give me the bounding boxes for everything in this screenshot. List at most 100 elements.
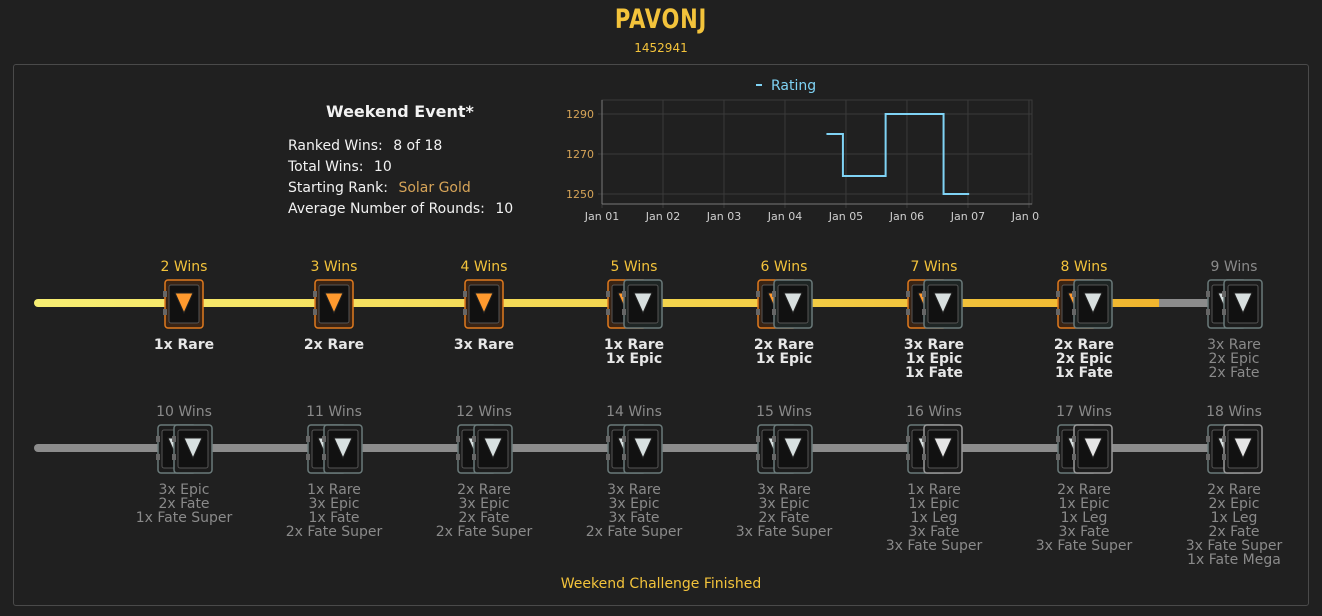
stat-label: Average Number of Rounds: xyxy=(288,201,485,217)
reward-line: 3x Fate Super xyxy=(735,524,833,540)
reward-line: 3x Fate xyxy=(1058,524,1110,540)
milestone-wins-label: 16 Wins xyxy=(906,404,962,420)
stat-label: Starting Rank: xyxy=(288,180,388,196)
x-tick-label: Jan 05 xyxy=(828,210,863,223)
reward-line: 1x Rare xyxy=(907,482,961,498)
stat-value: 8 of 18 xyxy=(393,138,443,154)
reward-crate-icon xyxy=(1204,277,1264,331)
x-tick-label: Jan 02 xyxy=(645,210,680,223)
reward-crate-icon xyxy=(154,277,214,331)
reward-line: 1x Fate Super xyxy=(135,510,233,526)
reward-list: 3x Epic 2x Fate 1x Fate Super xyxy=(104,483,264,525)
reward-list: 3x Rare xyxy=(404,338,564,352)
x-tick-label: Jan 04 xyxy=(767,210,802,223)
milestone-wins-label: 18 Wins xyxy=(1206,404,1262,420)
reward-line: 1x Epic xyxy=(905,351,963,367)
milestone-wins-label: 14 Wins xyxy=(606,404,662,420)
reward-list: 1x Rare 3x Epic 1x Fate 2x Fate Super xyxy=(254,483,414,539)
reward-line: 1x Leg xyxy=(1210,510,1258,526)
stat-total-wins: Total Wins: 10 xyxy=(288,157,513,178)
reward-crate-icon xyxy=(1054,422,1114,476)
y-tick-label: 1270 xyxy=(566,148,594,161)
reward-line: 2x Fate Super xyxy=(285,524,383,540)
x-tick-label: Jan 08 xyxy=(1011,210,1040,223)
reward-line: 1x Rare xyxy=(603,337,665,353)
reward-crate-icon xyxy=(304,422,364,476)
reward-line: 1x Rare xyxy=(153,337,215,353)
reward-list: 3x Rare 2x Epic 2x Fate xyxy=(1154,338,1314,380)
reward-line: 2x Epic xyxy=(1208,351,1260,367)
milestone-wins-label: 15 Wins xyxy=(756,404,812,420)
reward-line: 2x Fate xyxy=(1208,524,1260,540)
reward-line: 1x Epic xyxy=(1058,496,1110,512)
reward-list: 2x Rare 2x Epic 1x Leg 2x Fate 3x Fate Super… xyxy=(1154,483,1314,567)
reward-line: 1x Fate Mega xyxy=(1187,552,1281,568)
reward-line: 3x Rare xyxy=(1207,337,1261,353)
y-tick-label: 1250 xyxy=(566,188,594,201)
milestone-wins-label: 8 Wins xyxy=(1060,259,1108,275)
reward-line: 2x Fate xyxy=(158,496,210,512)
reward-line: 2x Fate xyxy=(458,510,510,526)
milestone-wins-label: 2 Wins xyxy=(160,259,208,275)
milestone-wins-label: 10 Wins xyxy=(156,404,212,420)
reward-line: 2x Fate Super xyxy=(435,524,533,540)
rating-chart: Jan 01 Jan 02 Jan 03 Jan 04 Jan 05 Jan 06 Jan … xyxy=(560,74,1046,234)
reward-line: 2x Rare xyxy=(753,337,815,353)
milestone-wins-label: 12 Wins xyxy=(456,404,512,420)
milestone-wins-label: 7 Wins xyxy=(910,259,958,275)
reward-list: 3x Rare 3x Epic 2x Fate 3x Fate Super xyxy=(704,483,864,539)
reward-line: 3x Fate Super xyxy=(1185,538,1283,554)
rating-chart-svg: Jan 01 Jan 02 Jan 03 Jan 04 Jan 05 Jan 06 Jan … xyxy=(566,78,1046,223)
x-tick-label: Jan 03 xyxy=(706,210,741,223)
reward-line: 1x Fate xyxy=(904,365,964,381)
reward-line: 3x Rare xyxy=(453,337,515,353)
reward-line: 1x Rare xyxy=(307,482,361,498)
reward-line: 3x Fate Super xyxy=(1035,538,1133,554)
player-name: PAVONJ xyxy=(614,4,708,35)
stat-label: Ranked Wins: xyxy=(288,138,383,154)
reward-list: 2x Rare xyxy=(254,338,414,352)
player-id: 1452941 xyxy=(634,41,688,55)
stat-average-rounds: Average Number of Rounds: 10 xyxy=(288,199,513,220)
reward-line: 2x Rare xyxy=(457,482,511,498)
milestone-wins-label: 5 Wins xyxy=(610,259,658,275)
reward-line: 3x Rare xyxy=(757,482,811,498)
reward-crate-icon xyxy=(454,422,514,476)
reward-list: 3x Rare 3x Epic 3x Fate 2x Fate Super xyxy=(554,483,714,539)
stat-value: 10 xyxy=(373,159,392,175)
stat-ranked-wins: Ranked Wins: 8 of 18 xyxy=(288,136,513,157)
reward-list: 2x Rare 2x Epic 1x Fate xyxy=(1004,338,1164,380)
reward-line: 2x Fate Super xyxy=(585,524,683,540)
reward-crate-icon xyxy=(454,277,514,331)
reward-line: 2x Rare xyxy=(303,337,365,353)
reward-list: 2x Rare 1x Epic 1x Leg 3x Fate 3x Fate Super xyxy=(1004,483,1164,553)
reward-list: 1x Rare 1x Epic 1x Leg 3x Fate 3x Fate Super xyxy=(854,483,1014,553)
reward-line: 2x Rare xyxy=(1053,337,1115,353)
reward-line: 2x Fate xyxy=(758,510,810,526)
x-tick-label: Jan 06 xyxy=(889,210,924,223)
reward-line: 3x Epic xyxy=(458,496,510,512)
reward-line: 2x Rare xyxy=(1207,482,1261,498)
reward-line: 3x Epic xyxy=(158,482,210,498)
reward-line: 1x Fate xyxy=(308,510,360,526)
reward-line: 2x Rare xyxy=(1057,482,1111,498)
reward-crate-icon xyxy=(904,277,964,331)
legend-label: Rating xyxy=(771,78,816,94)
reward-list: 1x Rare xyxy=(104,338,264,352)
reward-line: 3x Epic xyxy=(308,496,360,512)
reward-line: 3x Epic xyxy=(758,496,810,512)
reward-crate-icon xyxy=(904,422,964,476)
reward-list: 3x Rare 1x Epic 1x Fate xyxy=(854,338,1014,380)
reward-crate-icon xyxy=(754,422,814,476)
reward-list: 2x Rare 1x Epic xyxy=(704,338,864,366)
event-title: Weekend Event* xyxy=(326,102,474,121)
reward-line: 2x Fate xyxy=(1208,365,1260,381)
x-tick-label: Jan 01 xyxy=(584,210,619,223)
reward-crate-icon xyxy=(754,277,814,331)
reward-crate-icon xyxy=(604,277,664,331)
milestone-wins-label: 6 Wins xyxy=(760,259,808,275)
event-stats: Ranked Wins: 8 of 18 Total Wins: 10 Star… xyxy=(288,136,513,220)
reward-crate-icon xyxy=(1054,277,1114,331)
stat-value: Solar Gold xyxy=(398,180,471,196)
reward-line: 1x Leg xyxy=(910,510,958,526)
